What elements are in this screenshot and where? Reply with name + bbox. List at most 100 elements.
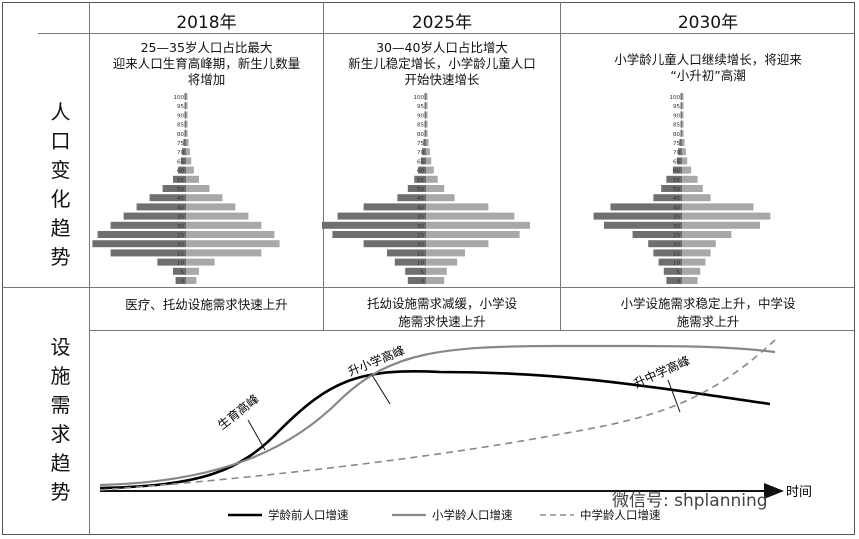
age-tick-label: 90	[673, 113, 680, 119]
pyramid-bar-right	[426, 194, 455, 202]
pyramid-bar-right	[186, 148, 190, 156]
pyramid-bar-right	[682, 102, 684, 110]
need-divider	[90, 330, 855, 331]
pyramid-bar-right	[426, 203, 489, 211]
preschool-curve	[99, 370, 771, 490]
label-char: 势	[50, 480, 72, 504]
pyramid-bar-right	[186, 129, 188, 137]
need-line: 施需求上升	[676, 314, 740, 329]
age-tick-label: 15	[417, 251, 424, 257]
pyramid-bar-right	[186, 185, 210, 192]
pyramid-bar-right	[426, 129, 428, 137]
pyramid-bar-left	[424, 102, 426, 110]
need-2018: 医疗、托幼设施需求快速上升	[90, 296, 323, 314]
pyramid-bar-left	[680, 102, 682, 110]
pyramid-bar-left	[661, 185, 682, 192]
age-tick-label: 50	[417, 187, 424, 193]
pyramid-bar-right	[186, 157, 192, 165]
pyramid-bar-left	[184, 102, 186, 110]
age-tick-label: 0	[677, 279, 681, 285]
need-2025: 托幼设施需求减缓，小学设 施需求快速上升	[324, 295, 560, 331]
pyramid-bar-right	[426, 175, 438, 183]
note-line: 新生儿稳定增长，小学龄儿童人口	[348, 56, 536, 71]
column-divider-2	[560, 2, 561, 330]
pyramid-bar-right	[426, 240, 489, 248]
pyramid-bar-right	[426, 93, 428, 100]
pyramid-bar-right	[682, 203, 754, 211]
pyramid-bar-left	[420, 157, 426, 165]
age-tick-label: 90	[417, 113, 424, 119]
age-tick-label: 65	[177, 159, 184, 165]
pyramid-bar-left	[173, 267, 186, 275]
age-tick-label: 55	[417, 178, 424, 184]
need-line: 施需求快速上升	[398, 314, 486, 329]
age-tick-label: 10	[673, 261, 680, 267]
pyramid-bar-left	[162, 185, 186, 192]
age-tick-label: 20	[177, 242, 184, 248]
note-line: 小学龄儿童人口继续增长，将迎来	[614, 52, 802, 67]
pyramid-bar-left	[680, 129, 682, 137]
legend-primary: 小学龄人口增速	[432, 508, 513, 522]
population-trend-label: 人 口 变 化 趋 势	[46, 98, 76, 272]
pyramid-bar-right	[426, 120, 428, 128]
age-tick-label: 55	[177, 178, 184, 184]
pyramid-bar-left	[173, 175, 186, 183]
pyramid-bar-right	[186, 258, 215, 266]
pyramid-bar-right	[186, 175, 199, 183]
pyramid-bar-left	[394, 258, 426, 266]
pyramid-bar-left	[663, 267, 682, 275]
age-tick-label: 60	[177, 169, 184, 175]
pyramid-bar-left	[405, 267, 426, 275]
pyramid-bar-right	[682, 185, 703, 192]
need-line: 小学设施需求稳定上升，中学设	[620, 296, 796, 311]
age-tick-label: 30	[673, 224, 680, 230]
age-tick-label: 45	[417, 196, 424, 202]
pyramid-bar-left	[123, 212, 186, 220]
pyramid-bar-left	[97, 231, 186, 238]
note-line: 30—40岁人口占比增大	[376, 40, 508, 55]
pyramid-bar-right	[682, 221, 760, 229]
pyramid-bar-right	[682, 277, 698, 284]
pyramid-bar-right	[682, 166, 692, 174]
age-tick-label: 100	[174, 95, 185, 101]
pyramid-bar-left	[424, 111, 426, 119]
age-tick-label: 65	[673, 159, 680, 165]
label-char: 趋	[50, 451, 72, 475]
pyramid-bar-right	[186, 111, 188, 119]
pyramid-bar-right	[186, 194, 223, 202]
label-char: 趋	[50, 216, 72, 240]
pyramid-bar-left	[337, 212, 426, 220]
pyramid-bar-left	[676, 157, 682, 165]
pyramid-bar-right	[186, 139, 189, 146]
primary-curve	[99, 344, 776, 487]
age-tick-label: 20	[417, 242, 424, 248]
note-line: “小升初”高潮	[670, 68, 746, 83]
birth-pointer	[247, 419, 266, 451]
pyramid-bar-right	[426, 139, 429, 146]
pyramid-bar-left	[680, 111, 682, 119]
pyramid-bar-right	[426, 148, 430, 156]
pyramid-bar-left	[407, 185, 426, 192]
pyramid-bar-left	[424, 129, 426, 137]
age-tick-label: 85	[673, 123, 680, 129]
middle-curve	[99, 339, 776, 491]
label-char: 人	[50, 100, 72, 124]
age-tick-label: 80	[673, 132, 680, 138]
legend-preschool: 学龄前人口增速	[268, 508, 349, 522]
pyramid-bar-left	[182, 148, 186, 156]
age-tick-label: 40	[673, 205, 680, 211]
age-tick-label: 80	[177, 132, 184, 138]
label-char: 化	[50, 187, 72, 211]
pyramid-bar-right	[682, 194, 711, 202]
age-tick-label: 30	[177, 224, 184, 230]
age-tick-label: 35	[177, 215, 184, 221]
pyramid-bar-right	[186, 221, 262, 229]
legend-middle: 中学龄人口增速	[580, 508, 661, 522]
age-tick-label: 40	[177, 205, 184, 211]
age-tick-label: 70	[417, 150, 424, 156]
label-char: 设	[50, 335, 72, 359]
pyramid-bar-left	[149, 194, 186, 202]
age-tick-label: 100	[670, 95, 681, 101]
pyramid-bar-left	[387, 249, 426, 257]
age-tick-label: 75	[177, 141, 184, 147]
